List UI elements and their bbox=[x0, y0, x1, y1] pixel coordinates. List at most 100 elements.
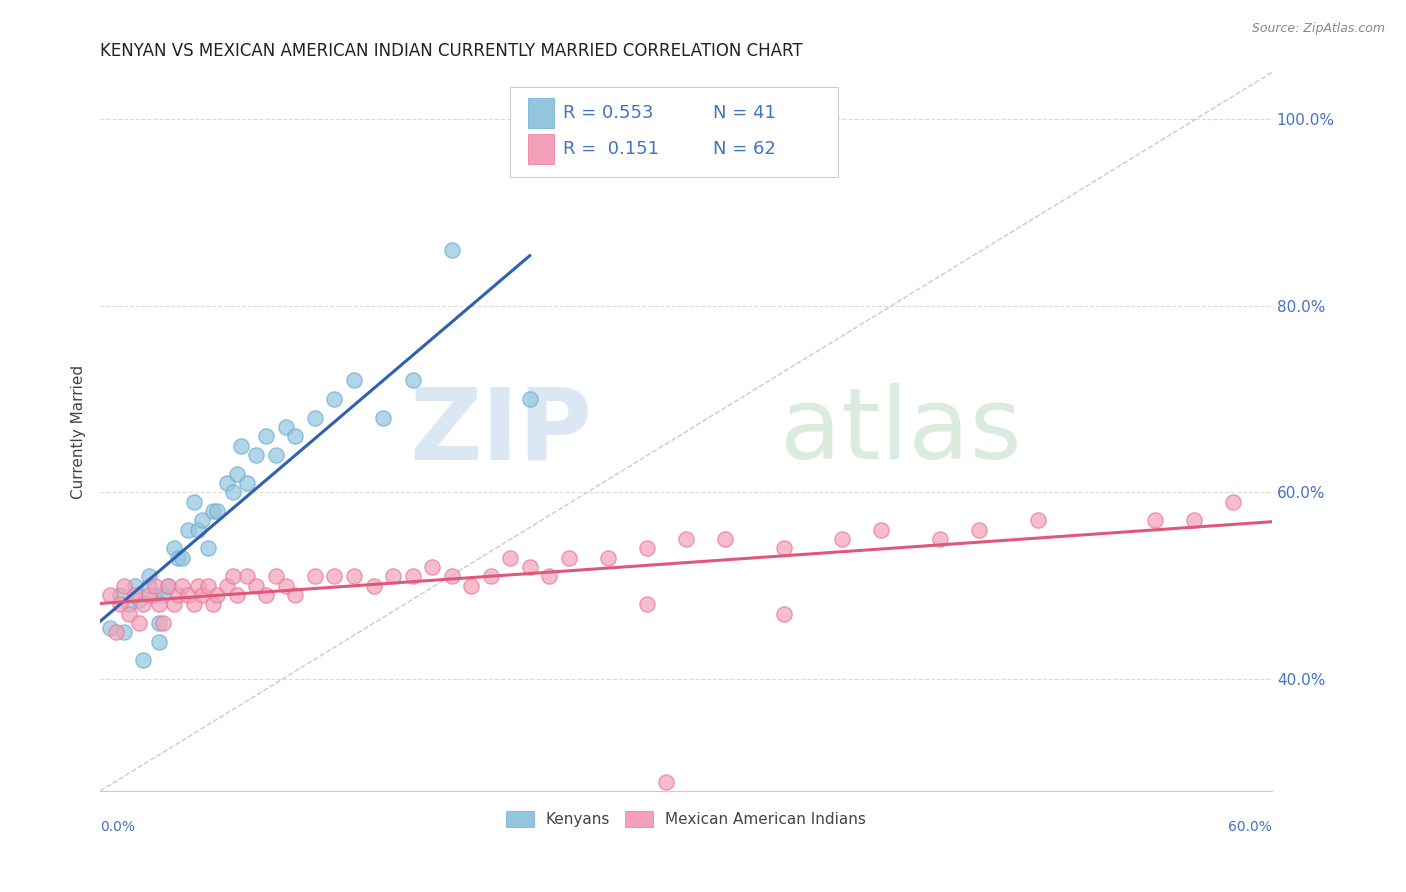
Point bbox=[152, 615, 174, 630]
Point bbox=[596, 550, 619, 565]
Point bbox=[108, 597, 131, 611]
Point bbox=[558, 550, 581, 565]
Point bbox=[440, 569, 463, 583]
Point bbox=[132, 653, 155, 667]
Point bbox=[323, 569, 346, 583]
Point bbox=[1143, 513, 1166, 527]
Point bbox=[202, 504, 225, 518]
Point bbox=[264, 448, 287, 462]
Point bbox=[190, 588, 212, 602]
Point bbox=[245, 448, 267, 462]
Point bbox=[183, 597, 205, 611]
Point bbox=[132, 597, 155, 611]
Point bbox=[373, 410, 395, 425]
Point bbox=[207, 588, 229, 602]
Point bbox=[636, 597, 658, 611]
Point bbox=[112, 625, 135, 640]
Point bbox=[143, 579, 166, 593]
Point bbox=[519, 560, 541, 574]
Point bbox=[382, 569, 405, 583]
Text: 60.0%: 60.0% bbox=[1227, 820, 1272, 834]
Point bbox=[172, 550, 194, 565]
Point bbox=[172, 579, 194, 593]
Point bbox=[831, 532, 853, 546]
Point bbox=[274, 579, 297, 593]
Point bbox=[420, 560, 443, 574]
Point bbox=[202, 597, 225, 611]
Y-axis label: Currently Married: Currently Married bbox=[72, 365, 86, 499]
Point bbox=[284, 429, 307, 443]
Point bbox=[143, 588, 166, 602]
Point bbox=[401, 373, 423, 387]
Bar bbox=[527, 98, 554, 128]
Point bbox=[187, 523, 209, 537]
Text: atlas: atlas bbox=[780, 384, 1021, 480]
Point bbox=[197, 541, 219, 556]
Text: KENYAN VS MEXICAN AMERICAN INDIAN CURRENTLY MARRIED CORRELATION CHART: KENYAN VS MEXICAN AMERICAN INDIAN CURREN… bbox=[100, 42, 803, 60]
Text: Source: ZipAtlas.com: Source: ZipAtlas.com bbox=[1251, 22, 1385, 36]
Point bbox=[343, 569, 366, 583]
Point bbox=[118, 597, 141, 611]
Text: R =  0.151: R = 0.151 bbox=[562, 140, 659, 158]
Point bbox=[928, 532, 950, 546]
Point bbox=[1182, 513, 1205, 527]
Point bbox=[235, 569, 257, 583]
Point bbox=[714, 532, 737, 546]
Point bbox=[167, 550, 190, 565]
Point bbox=[254, 429, 277, 443]
Point bbox=[479, 569, 502, 583]
Point bbox=[225, 467, 247, 481]
Text: N = 41: N = 41 bbox=[713, 104, 776, 122]
Point bbox=[870, 523, 893, 537]
Point bbox=[772, 541, 794, 556]
Point bbox=[499, 550, 522, 565]
Legend: Kenyans, Mexican American Indians: Kenyans, Mexican American Indians bbox=[501, 805, 872, 834]
Point bbox=[163, 541, 186, 556]
Point bbox=[304, 410, 326, 425]
Point bbox=[274, 420, 297, 434]
Point bbox=[183, 494, 205, 508]
Text: ZIP: ZIP bbox=[409, 384, 592, 480]
Point bbox=[222, 485, 245, 500]
Point bbox=[148, 615, 170, 630]
Point bbox=[217, 475, 239, 490]
Point bbox=[401, 569, 423, 583]
Point bbox=[157, 579, 180, 593]
Point bbox=[363, 579, 385, 593]
Point bbox=[323, 392, 346, 406]
Point bbox=[187, 579, 209, 593]
Text: R = 0.553: R = 0.553 bbox=[562, 104, 654, 122]
Text: N = 62: N = 62 bbox=[713, 140, 776, 158]
Point bbox=[636, 541, 658, 556]
Point bbox=[148, 634, 170, 648]
Point bbox=[284, 588, 307, 602]
Bar bbox=[527, 134, 554, 164]
Point bbox=[163, 597, 186, 611]
Point bbox=[440, 243, 463, 257]
Point bbox=[177, 523, 200, 537]
Point bbox=[138, 569, 160, 583]
Point bbox=[1222, 494, 1244, 508]
Point bbox=[128, 615, 150, 630]
Point bbox=[138, 579, 160, 593]
Point bbox=[177, 588, 200, 602]
Point bbox=[225, 588, 247, 602]
Point bbox=[538, 569, 561, 583]
Point bbox=[112, 579, 135, 593]
Point bbox=[235, 475, 257, 490]
Point bbox=[157, 579, 180, 593]
Point bbox=[1026, 513, 1049, 527]
Point bbox=[138, 588, 160, 602]
Text: 0.0%: 0.0% bbox=[100, 820, 135, 834]
Point bbox=[229, 439, 252, 453]
Point bbox=[655, 774, 678, 789]
Point bbox=[148, 597, 170, 611]
Point bbox=[190, 513, 212, 527]
Point bbox=[98, 621, 121, 635]
Point bbox=[254, 588, 277, 602]
Point bbox=[104, 625, 127, 640]
Point bbox=[343, 373, 366, 387]
FancyBboxPatch shape bbox=[510, 87, 838, 177]
Point bbox=[197, 579, 219, 593]
Point bbox=[460, 579, 482, 593]
